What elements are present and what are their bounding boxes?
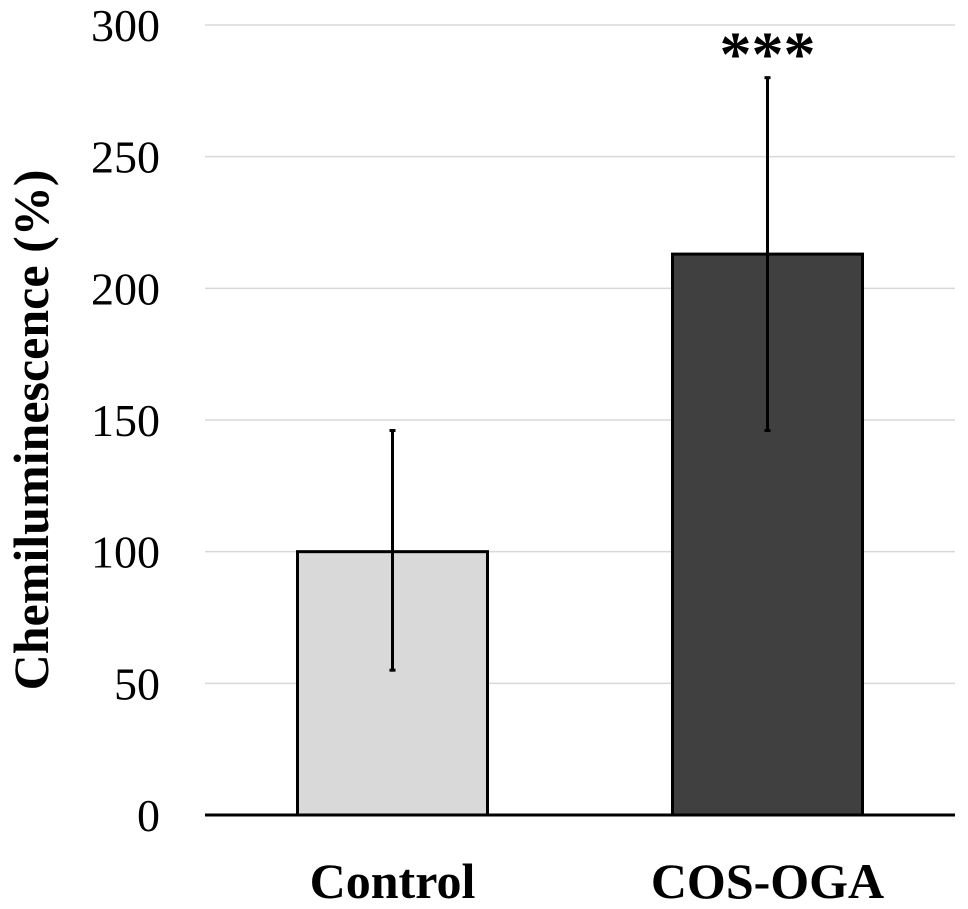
x-category-label: COS-OGA: [651, 853, 884, 909]
y-tick-label: 0: [137, 790, 160, 841]
y-tick-label: 250: [91, 132, 160, 183]
error-bars: [389, 76, 771, 672]
y-tick-label: 200: [91, 263, 160, 314]
y-axis-title: Chemiluminescence (%): [3, 170, 59, 691]
y-tick-label: 150: [91, 395, 160, 446]
x-category-label: Control: [310, 853, 476, 909]
significance-annotations: ***: [720, 19, 816, 90]
significance-label: ***: [720, 19, 816, 90]
y-tick-labels: 0 50 100 150 200 250 300: [91, 0, 160, 841]
bars: [296, 252, 864, 817]
y-tick-label: 50: [114, 658, 160, 709]
y-tick-label: 100: [91, 527, 160, 578]
y-tick-label: 300: [91, 0, 160, 51]
x-category-labels: Control COS-OGA: [310, 853, 885, 909]
